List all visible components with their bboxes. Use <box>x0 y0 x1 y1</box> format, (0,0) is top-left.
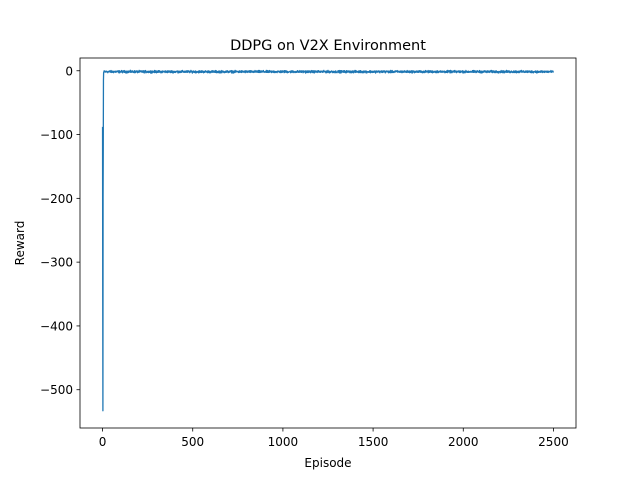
y-axis-ticks: 0 −100 −200 −300 −400 −500 <box>40 64 80 397</box>
x-axis-ticks: 0 500 1000 1500 2000 2500 <box>99 428 569 449</box>
x-tick-label: 2000 <box>448 435 479 449</box>
reward-series-line <box>101 69 554 412</box>
plot-area <box>79 57 577 429</box>
x-tick-label: 500 <box>181 435 204 449</box>
y-tick-label: 0 <box>65 64 73 78</box>
y-tick-label: −200 <box>40 192 73 206</box>
chart-title: DDPG on V2X Environment <box>230 38 426 54</box>
x-axis-label: Episode <box>304 456 351 470</box>
plot-frame <box>79 57 577 429</box>
y-tick-label: −100 <box>40 128 73 142</box>
x-tick-label: 2500 <box>538 435 569 449</box>
y-tick-label: −500 <box>40 383 73 397</box>
y-axis-label: Reward <box>13 221 27 266</box>
x-tick-label: 1000 <box>268 435 299 449</box>
y-tick-label: −400 <box>40 319 73 333</box>
y-tick-label: −300 <box>40 256 73 270</box>
x-tick-label: 0 <box>99 435 107 449</box>
x-tick-label: 1500 <box>358 435 389 449</box>
series-group <box>101 69 554 412</box>
